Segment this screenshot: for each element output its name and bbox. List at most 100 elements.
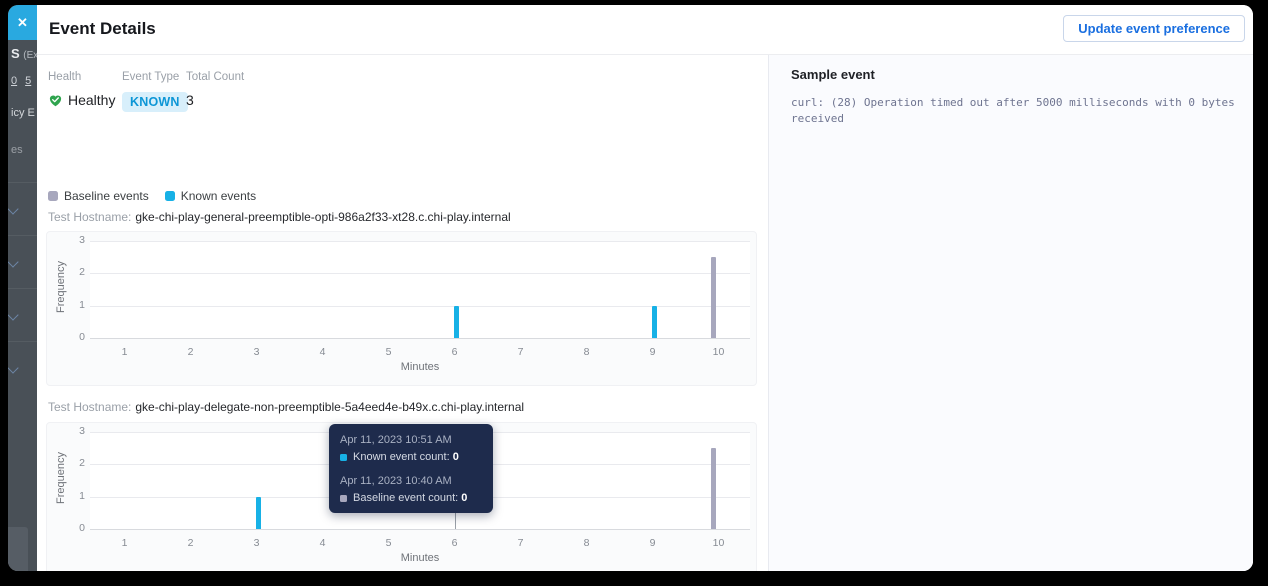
sidebar-heading-fragment: S (Ex [11, 46, 37, 61]
sidebar-divider [8, 341, 37, 342]
close-icon: ✕ [17, 14, 28, 30]
y-axis-title: Frequency [55, 452, 67, 504]
tooltip-timestamp: Apr 11, 2023 10:40 AM [340, 475, 452, 487]
legend-item-known: Known events [164, 189, 257, 203]
sidebar-divider [8, 182, 37, 183]
x-tick-label: 10 [712, 346, 725, 358]
x-tick-label: 4 [319, 537, 326, 549]
legend-known-label: Known events [180, 189, 257, 203]
sample-event-text: curl: (28) Operation timed out after 500… [791, 96, 1235, 125]
x-tick-label: 3 [253, 537, 260, 549]
y-tick-label: 2 [79, 266, 85, 279]
tooltip-row: Baseline event count: 0 [340, 492, 482, 504]
tooltip-group: Apr 11, 2023 10:51 AM Known event count: … [340, 433, 482, 463]
x-tick-label: 1 [121, 346, 128, 358]
tooltip-value: 0 [452, 451, 459, 463]
tooltip-label: Baseline event count: [353, 492, 462, 504]
y-tick-label: 0 [79, 331, 85, 343]
baseline-series-swatch-icon [48, 191, 58, 201]
x-tick-label: 10 [712, 537, 725, 549]
legend-baseline-label: Baseline events [64, 189, 149, 203]
sidebar-link-a[interactable]: 0 [11, 75, 18, 87]
tooltip-timestamp: Apr 11, 2023 10:51 AM [340, 434, 452, 446]
charts-column: Health Healthy Event Typ [37, 55, 768, 571]
x-axis-title: Minutes [400, 361, 440, 373]
chevron-down-icon[interactable] [8, 256, 19, 268]
plot-area[interactable] [90, 241, 750, 338]
bar-baseline[interactable] [711, 257, 716, 338]
sidebar-divider [8, 235, 37, 236]
frequency-chart-2[interactable]: 0 1 2 3 1 2 3 4 5 6 7 8 9 10 Frequency Minutes Apr 11, 2… [46, 422, 757, 571]
x-tick-label: 5 [385, 346, 392, 358]
baseline-series-swatch-icon [340, 494, 347, 502]
x-tick-label: 9 [649, 346, 656, 358]
page-title: Event Details [49, 19, 156, 38]
known-series-swatch-icon [164, 191, 175, 201]
sample-event-title: Sample event [791, 67, 875, 82]
x-tick-label: 7 [517, 346, 524, 358]
hostname-value: gke-chi-play-delegate-non-preemptible-5a… [135, 400, 525, 414]
x-tick-label: 4 [319, 346, 326, 358]
bar-baseline[interactable] [711, 448, 716, 529]
chart-legend: Baseline events Known events [48, 189, 256, 203]
gridline [90, 273, 750, 275]
health-value: Healthy [48, 92, 122, 108]
x-axis-title: Minutes [400, 552, 440, 564]
chevron-down-icon[interactable] [8, 203, 19, 215]
sidebar-panel-fragment [8, 527, 28, 571]
total-count-value: 3 [186, 92, 194, 108]
tooltip-row: Known event count: 0 [340, 451, 482, 463]
sidebar-heading-suffix: (Ex [23, 50, 37, 61]
sidebar-link-b[interactable]: 5 [25, 75, 32, 87]
chevron-down-icon[interactable] [8, 362, 19, 374]
x-tick-label: 1 [121, 537, 128, 549]
x-tick-label: 6 [451, 537, 458, 549]
sidebar-heading-text: S [11, 46, 20, 61]
hostname-value: gke-chi-play-general-preemptible-opti-98… [135, 210, 511, 224]
close-button[interactable]: ✕ [8, 5, 37, 40]
y-tick-label: 0 [79, 522, 85, 534]
y-tick-label: 3 [79, 234, 85, 246]
healthy-heart-icon [48, 93, 63, 107]
sidebar-divider [8, 288, 37, 289]
modal-header: Event Details Update event preference [37, 5, 1253, 55]
chevron-down-icon[interactable] [8, 309, 19, 321]
health-column: Health Healthy [48, 71, 122, 112]
y-tick-label: 3 [79, 425, 85, 437]
health-label: Health [48, 71, 82, 83]
bar-known[interactable] [454, 305, 459, 338]
total-count-column: Total Count 3 [186, 71, 276, 112]
hostname-prefix: Test Hostname: [48, 400, 132, 414]
gridline [90, 305, 750, 307]
event-summary: Health Healthy Event Typ [48, 71, 276, 112]
tooltip-label: Known event count: [353, 451, 453, 463]
x-axis-line [90, 529, 750, 530]
modal-body: Health Healthy Event Typ [37, 55, 1253, 571]
event-type-column: Event Type KNOWN [122, 71, 188, 112]
bar-known[interactable] [256, 496, 261, 529]
frequency-chart-1[interactable]: 0 1 2 3 1 2 3 4 5 6 7 8 9 10 Frequency Minutes [46, 231, 757, 386]
hostname-prefix: Test Hostname: [48, 210, 132, 224]
chart-tooltip: Apr 11, 2023 10:51 AM Known event count: … [329, 424, 493, 513]
x-axis-line [90, 338, 750, 339]
sample-event-panel: Sample event curl: (28) Operation timed … [768, 55, 1253, 571]
x-tick-label: 3 [253, 346, 260, 358]
bar-known[interactable] [652, 305, 657, 338]
sidebar-policy-fragment: icy E [11, 107, 35, 119]
hostname-line-1: Test Hostname: gke-chi-play-general-preem… [48, 210, 511, 224]
update-event-preference-button[interactable]: Update event preference [1063, 15, 1245, 42]
y-axis-title: Frequency [55, 261, 67, 313]
gridline [90, 241, 750, 242]
tooltip-group: Apr 11, 2023 10:40 AM Baseline event coun… [340, 474, 482, 504]
hostname-line-2: Test Hostname: gke-chi-play-delegate-non-… [48, 400, 524, 414]
x-tick-label: 2 [187, 537, 194, 549]
y-tick-label: 1 [79, 298, 85, 311]
x-tick-label: 2 [187, 346, 194, 358]
legend-item-baseline: Baseline events [48, 189, 149, 203]
x-tick-label: 8 [583, 346, 590, 358]
tooltip-value: 0 [461, 492, 468, 504]
known-series-swatch-icon [340, 453, 347, 461]
y-tick-label: 1 [79, 489, 85, 502]
